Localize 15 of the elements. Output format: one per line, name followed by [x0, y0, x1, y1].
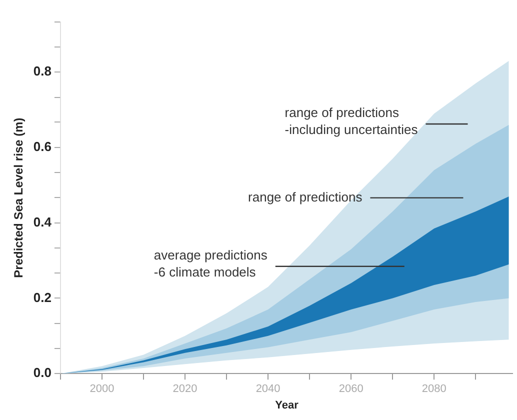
annotation: range of predictions	[248, 189, 363, 204]
y-tick-label: 0.0	[33, 365, 52, 380]
y-axis-title: Predicted Sea Level rise (m)	[12, 118, 26, 278]
x-tick-label: 2000	[90, 383, 114, 396]
y-tick-label: 0.6	[33, 139, 52, 154]
x-tick-label: 2060	[338, 383, 364, 396]
x-axis-title: Year	[275, 399, 300, 412]
x-tick-label: 2080	[422, 383, 446, 396]
y-tick-label: 0.4	[33, 214, 52, 230]
x-tick-label: 2020	[172, 383, 198, 396]
annotation: average predictions -6 climate models	[154, 247, 268, 280]
annotation: range of predictions -including uncertainties	[284, 105, 418, 138]
y-tick-label: 0.2	[33, 290, 52, 305]
x-tick-label: 2040	[256, 383, 280, 396]
y-tick-label: 0.8	[33, 64, 52, 79]
